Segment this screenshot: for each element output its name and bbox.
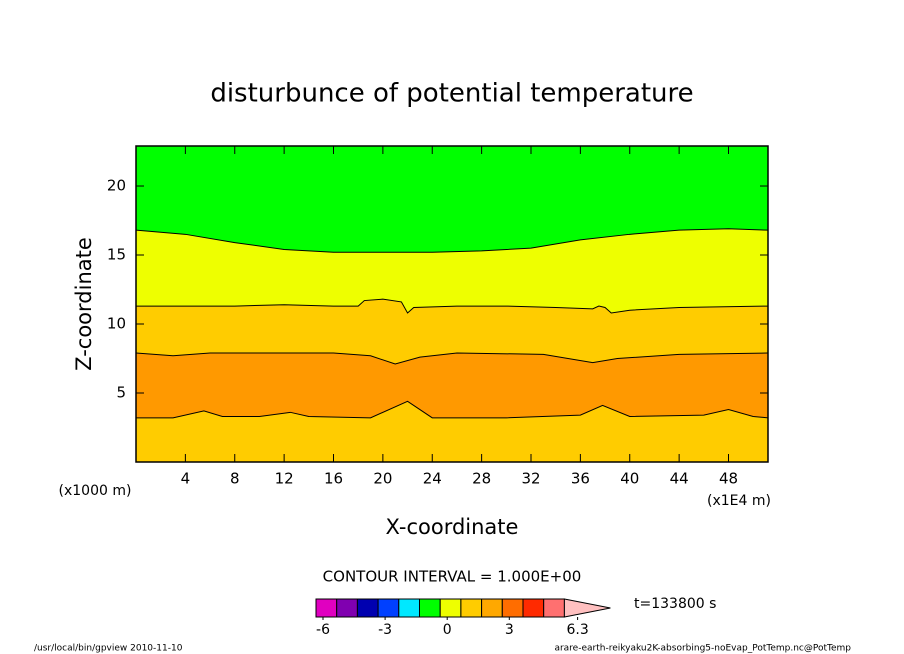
colorbar-box: [501, 598, 524, 618]
contour-line: [136, 298, 769, 314]
x-tick-label: 16: [324, 470, 343, 488]
plot-frame: [135, 145, 769, 463]
y-axis-label: Z-coordinate: [72, 237, 96, 371]
colorbar-tick-label: -3: [378, 622, 392, 638]
colorbar-box: [398, 598, 420, 618]
chart-title: disturbunce of potential temperature: [210, 79, 693, 109]
colorbar-tick-label: 6.3: [566, 622, 588, 638]
colorbar-box: [419, 598, 441, 618]
colorbar-box: [356, 598, 379, 618]
fill-region: [136, 401, 768, 462]
footer-left: /usr/local/bin/gpview 2010-11-10: [34, 644, 183, 654]
x-tick-label: 28: [472, 470, 491, 488]
colorbar-box: [439, 598, 462, 618]
colorbar-box: [336, 598, 358, 618]
y-tick-label: 5: [116, 384, 126, 402]
colorbar-tick-label: 3: [505, 622, 514, 638]
colorbar-box: [460, 598, 483, 618]
y-tick-label: 20: [107, 177, 126, 195]
x-tick-label: 4: [181, 470, 191, 488]
contour-interval: CONTOUR INTERVAL = 1.000E+00: [323, 568, 582, 586]
colorbar-arrow: [563, 598, 611, 618]
y-tick-label: 15: [107, 246, 126, 264]
colorbar: -6 -3 0 3 6.3: [315, 598, 611, 638]
footer-right: arare-earth-reikyaku2K-absorbing5-noEvap…: [554, 644, 851, 654]
y-tick-label: 10: [107, 315, 126, 333]
colorbar-tick-label: 0: [443, 622, 452, 638]
contour-line: [136, 400, 769, 419]
colorbar-box: [377, 598, 400, 618]
x-axis-label: X-coordinate: [386, 515, 519, 539]
x-tick-label: 48: [719, 470, 738, 488]
x-tick-label: 20: [373, 470, 392, 488]
x-tick-label: 36: [571, 470, 590, 488]
colorbar-box: [481, 598, 503, 618]
y-unit-label: (x1000 m): [59, 483, 132, 499]
colorbar-box: [315, 598, 338, 618]
colorbar-box: [522, 598, 545, 618]
time-label: t=133800 s: [634, 596, 716, 612]
x-tick-label: 24: [423, 470, 442, 488]
colorbar-box: [543, 598, 565, 618]
x-tick-label: 12: [275, 470, 294, 488]
x-unit-label: (x1E4 m): [707, 493, 771, 509]
contour-line: [135, 352, 769, 365]
x-tick-label: 32: [521, 470, 540, 488]
x-tick-label: 44: [670, 470, 689, 488]
contour-line: [135, 228, 769, 253]
x-tick-label: 40: [620, 470, 639, 488]
x-tick-label: 8: [230, 470, 240, 488]
colorbar-tick-label: -6: [316, 622, 330, 638]
